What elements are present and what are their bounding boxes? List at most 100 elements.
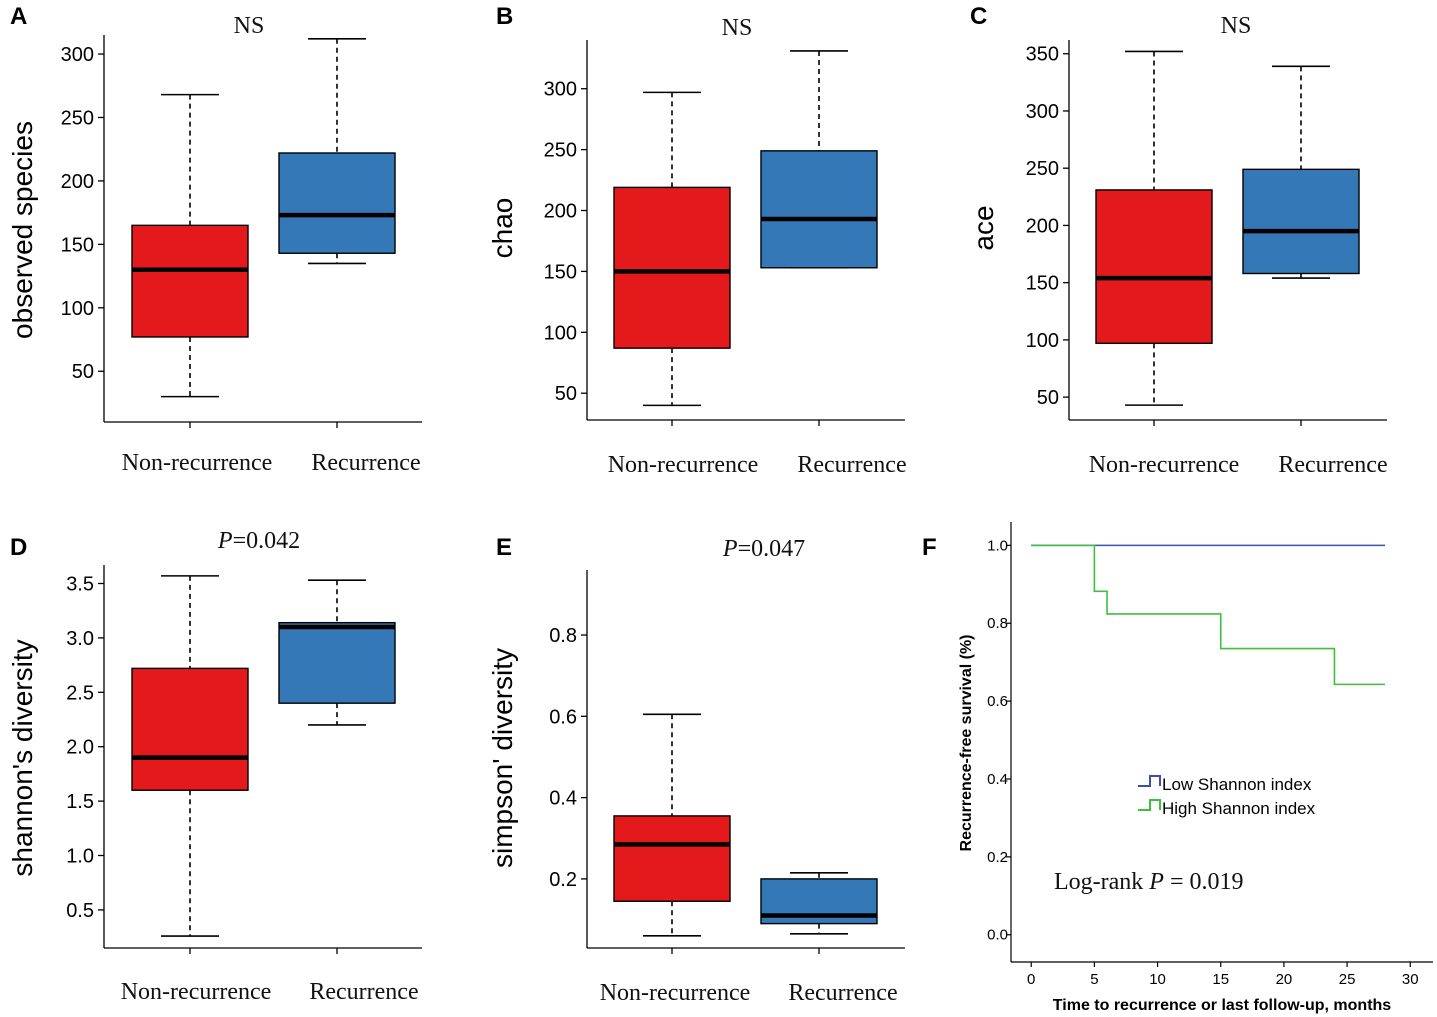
panel-f-x-tick-label: 0 [1027, 971, 1035, 988]
panel-c-y-ticks: 50 100 150 200 250 300 350 [1026, 44, 1069, 409]
panel-f-x-tick-label: 15 [1212, 971, 1229, 988]
panel-d-x-label-non-recurrence: Non-recurrence [121, 979, 272, 1005]
panel-b-y-tick-label: 250 [544, 140, 577, 162]
panel-f-x-tick-label: 30 [1402, 971, 1419, 988]
legend-high-shannon-icon [1138, 799, 1161, 811]
panel-f-y-ticks: 0.0 0.2 0.4 0.6 0.8 1.0 [987, 537, 1011, 944]
panel-a-y-tick-label: 300 [61, 44, 94, 66]
panel-a-y-tick-label: 250 [61, 107, 94, 129]
panel-d: D P=0.042 shannon's diversity 0.5 1.0 1.5 2… [7, 528, 422, 1005]
panel-e-boxes [613, 713, 878, 954]
panel-d-y-tick-label: 0.5 [66, 900, 94, 922]
panel-d-y-tick-label: 2.0 [66, 737, 94, 759]
panel-c-title: NS [1221, 13, 1252, 39]
panel-e-y-axis-label: simpson' diversity [487, 648, 518, 868]
survival-curve-high-shannon [1031, 544, 1385, 686]
panel-a-axes [103, 35, 422, 423]
panel-letter-f: F [922, 534, 937, 561]
panel-c-boxes [1095, 50, 1360, 426]
panel-d-box-non-recurrence [131, 575, 249, 954]
panel-c-y-tick-label: 350 [1026, 44, 1059, 66]
panel-b-axes [586, 40, 905, 421]
panel-d-y-tick-label: 3.5 [66, 573, 94, 595]
panel-e-y-tick-label: 0.6 [549, 706, 577, 728]
panel-c-y-axis-label: ace [968, 205, 999, 250]
log-rank-prefix: Log-rank [1054, 869, 1149, 895]
panel-f-y-tick-label: 1.0 [987, 537, 1008, 554]
panel-a: A NS observed species 50100150200250300 … [7, 3, 422, 476]
panel-e-y-tick-label: 0.8 [549, 625, 577, 647]
panel-e-x-label-recurrence: Recurrence [788, 980, 897, 1006]
panel-f-x-axis-label: Time to recurrence or last follow-up, mo… [1053, 997, 1392, 1014]
panel-f-y-tick-label: 0.4 [987, 771, 1008, 788]
panel-a-y-tick-label: 200 [61, 171, 94, 193]
iqr-box [760, 150, 878, 269]
panel-b-x-label-non-recurrence: Non-recurrence [608, 452, 759, 478]
panel-a-boxes [131, 38, 396, 428]
legend-low-shannon-icon [1138, 775, 1161, 787]
panel-d-y-tick-label: 1.5 [66, 791, 94, 813]
panel-c-box-recurrence [1242, 65, 1360, 426]
panel-c-x-label-recurrence: Recurrence [1278, 452, 1387, 478]
panel-a-y-tick-label: 50 [72, 361, 94, 383]
panel-letter-b: B [496, 3, 513, 30]
panel-c-y-tick-label: 200 [1026, 215, 1059, 237]
panel-d-y-ticks: 0.5 1.0 1.5 2.0 2.5 3.0 3.5 [66, 573, 104, 922]
panel-d-box-recurrence [278, 579, 396, 954]
iqr-box [131, 224, 249, 338]
panel-d-x-label-recurrence: Recurrence [309, 979, 418, 1005]
panel-b-box-recurrence [760, 50, 878, 426]
iqr-box [1095, 189, 1213, 345]
panel-c-axes [1068, 40, 1387, 421]
panel-c-y-tick-label: 150 [1026, 273, 1059, 295]
panel-letter-e: E [496, 534, 512, 561]
panel-f-y-tick-label: 0.0 [987, 927, 1008, 944]
panel-d-y-tick-label: 1.0 [66, 846, 94, 868]
panel-b-y-tick-label: 200 [544, 201, 577, 223]
panel-c: C NS ace 50 100 150 200 250 300 350 Non-recurr… [968, 3, 1388, 478]
panel-a-y-tick-label: 100 [61, 298, 94, 320]
panel-d-title: P=0.042 [217, 528, 300, 554]
panel-f: F Recurrence-free survival (%) Time to r… [922, 522, 1433, 1014]
panel-e-y-tick-label: 0.2 [549, 869, 577, 891]
panel-f-log-rank-annotation: Log-rank P = 0.019 [1054, 869, 1244, 895]
legend-high-shannon-label: High Shannon index [1162, 799, 1316, 818]
panel-b-y-tick-label: 300 [544, 79, 577, 101]
iqr-box [613, 186, 731, 349]
panel-b-y-tick-label: 50 [555, 383, 577, 405]
panel-d-title-value: =0.042 [233, 528, 301, 554]
iqr-box [131, 667, 249, 791]
panel-d-y-tick-label: 2.5 [66, 682, 94, 704]
panel-c-y-tick-label: 300 [1026, 101, 1059, 123]
legend-low-shannon-label: Low Shannon index [1162, 775, 1312, 794]
panel-b-x-label-recurrence: Recurrence [797, 452, 906, 478]
panel-f-axes [1010, 522, 1433, 963]
panel-e-title-p: P [722, 536, 738, 562]
panel-c-box-non-recurrence [1095, 50, 1213, 426]
panel-a-box-non-recurrence [131, 93, 249, 428]
panel-f-y-tick-label: 0.2 [987, 849, 1008, 866]
panel-e: E P=0.047 simpson' diversity 0.20.40.60.… [487, 534, 905, 1006]
panel-letter-d: D [10, 534, 27, 561]
panel-d-y-axis-label: shannon's diversity [7, 639, 38, 876]
panel-b-y-ticks: 50 100 150 200 250 300 [544, 79, 587, 405]
panel-b: B NS chao 50 100 150 200 250 300 Non-recurren… [487, 3, 907, 478]
panel-e-box-recurrence [760, 872, 878, 954]
panel-e-y-tick-label: 0.4 [549, 788, 577, 810]
panel-f-curves [1031, 544, 1385, 686]
panel-letter-c: C [970, 3, 987, 30]
panel-b-box-non-recurrence [613, 91, 731, 426]
panel-b-title: NS [722, 15, 753, 41]
panel-d-boxes [131, 575, 396, 954]
log-rank-value: = 0.019 [1164, 869, 1244, 895]
panel-f-legend: Low Shannon index High Shannon index [1138, 775, 1316, 818]
panel-b-y-axis-label: chao [487, 198, 518, 259]
panel-f-x-ticks: 0 5 10 15 20 25 30 [1027, 962, 1419, 988]
panel-c-y-tick-label: 250 [1026, 158, 1059, 180]
panel-e-box-non-recurrence [613, 713, 731, 954]
panel-f-x-tick-label: 10 [1149, 971, 1166, 988]
iqr-box [613, 815, 731, 902]
panel-letter-a: A [10, 3, 27, 30]
panel-d-y-tick-label: 3.0 [66, 628, 94, 650]
